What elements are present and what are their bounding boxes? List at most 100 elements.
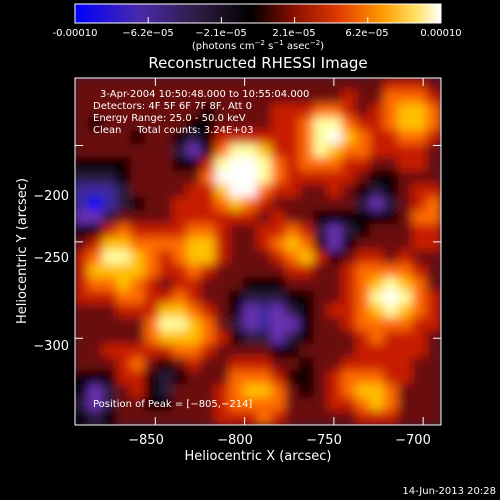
info-time-range: 3-Apr-2004 10:50:48.000 to 10:55:04.000 — [100, 89, 309, 100]
heatmap-cell — [257, 370, 274, 386]
heatmap-cell — [285, 197, 302, 213]
heatmap-cell — [355, 397, 372, 413]
heatmap-cell — [341, 157, 358, 173]
heatmap-cell — [341, 397, 358, 413]
heatmap-cell — [285, 383, 302, 400]
heatmap-cell — [172, 157, 189, 173]
heatmap-cell — [144, 290, 161, 306]
heatmap-cell — [88, 90, 105, 106]
heatmap-cell — [130, 277, 147, 293]
heatmap-cell — [327, 103, 344, 120]
heatmap-cell — [383, 370, 400, 386]
heatmap-cell — [425, 157, 441, 173]
heatmap-cell — [369, 303, 386, 320]
heatmap-cell — [271, 357, 288, 373]
heatmap-cell — [369, 197, 386, 213]
heatmap-cell — [327, 410, 344, 425]
heatmap-cell — [383, 117, 400, 133]
heatmap-cell — [299, 263, 316, 280]
heatmap-cell — [75, 357, 91, 373]
heatmap-cell — [369, 410, 386, 425]
heatmap-cell — [200, 290, 217, 306]
heatmap-cell — [285, 90, 302, 106]
heatmap-cell — [214, 223, 231, 240]
heatmap-cell — [383, 237, 400, 253]
heatmap-cell — [186, 103, 203, 120]
heatmap-cell — [158, 130, 175, 146]
heatmap-cell — [341, 330, 358, 346]
heatmap-cell — [158, 330, 175, 346]
heatmap-cell — [242, 157, 259, 173]
heatmap-cell — [411, 317, 428, 333]
heatmap-cell — [186, 250, 203, 266]
heatmap-cell — [327, 130, 344, 146]
heatmap-cell — [369, 157, 386, 173]
heatmap-cell — [411, 143, 428, 160]
y-tick-label: −300 — [33, 339, 69, 354]
heatmap-cell — [397, 78, 414, 93]
heatmap-cell — [102, 370, 119, 386]
heatmap-cell — [355, 103, 372, 120]
heatmap-cell — [88, 330, 105, 346]
heatmap-cell — [271, 223, 288, 240]
heatmap-cell — [88, 397, 105, 413]
heatmap-cell — [214, 103, 231, 120]
heatmap-cell — [144, 183, 161, 200]
heatmap-cell — [242, 183, 259, 200]
heatmap-cell — [383, 103, 400, 120]
heatmap-cell — [425, 117, 441, 133]
heatmap-cell — [299, 117, 316, 133]
heatmap-cell — [383, 290, 400, 306]
heatmap-cell — [299, 343, 316, 360]
heatmap-cell — [186, 130, 203, 146]
heatmap-cell — [116, 143, 133, 160]
colorbar-tick-label: -0.00010 — [53, 28, 98, 39]
heatmap-cell — [257, 250, 274, 266]
heatmap-cell — [130, 410, 147, 425]
heatmap-cell — [257, 130, 274, 146]
heatmap-cell — [397, 263, 414, 280]
heatmap-cell — [102, 277, 119, 293]
heatmap-cell — [186, 170, 203, 186]
heatmap-cell — [425, 410, 441, 425]
heatmap-cell — [341, 103, 358, 120]
heatmap-cell — [88, 263, 105, 280]
heatmap-cell — [355, 343, 372, 360]
heatmap-cell — [341, 130, 358, 146]
heatmap-cell — [102, 78, 119, 93]
heatmap-cell — [271, 183, 288, 200]
heatmap-cell — [425, 383, 441, 400]
heatmap-cell — [200, 237, 217, 253]
y-tick-labels: −200 −250 −300 — [33, 189, 69, 354]
heatmap-cell — [228, 183, 245, 200]
heatmap-cell — [144, 210, 161, 226]
heatmap-cell — [242, 223, 259, 240]
heatmap-cell — [242, 343, 259, 360]
heatmap-cell — [116, 197, 133, 213]
heatmap-cell — [130, 103, 147, 120]
heatmap-cell — [75, 130, 91, 146]
heatmap-cell — [75, 383, 91, 400]
heatmap-cell — [214, 330, 231, 346]
heatmap-cell — [355, 330, 372, 346]
heatmap-cell — [88, 183, 105, 200]
heatmap-cell — [285, 370, 302, 386]
heatmap-cell — [411, 130, 428, 146]
heatmap-cell — [355, 250, 372, 266]
heatmap-cell — [130, 357, 147, 373]
heatmap-cell — [397, 343, 414, 360]
heatmap-cell — [425, 197, 441, 213]
heatmap-cell — [75, 410, 91, 425]
y-tick-label: −200 — [33, 189, 69, 204]
heatmap-cell — [327, 170, 344, 186]
heatmap-cell — [299, 78, 316, 93]
heatmap-cell — [116, 250, 133, 266]
heatmap-cell — [228, 263, 245, 280]
heatmap-cell — [327, 143, 344, 160]
heatmap-cell — [425, 263, 441, 280]
plot-frame — [74, 77, 442, 426]
heatmap-cell — [285, 237, 302, 253]
heatmap-cell — [341, 183, 358, 200]
heatmap-cell — [200, 357, 217, 373]
heatmap-cell — [411, 370, 428, 386]
